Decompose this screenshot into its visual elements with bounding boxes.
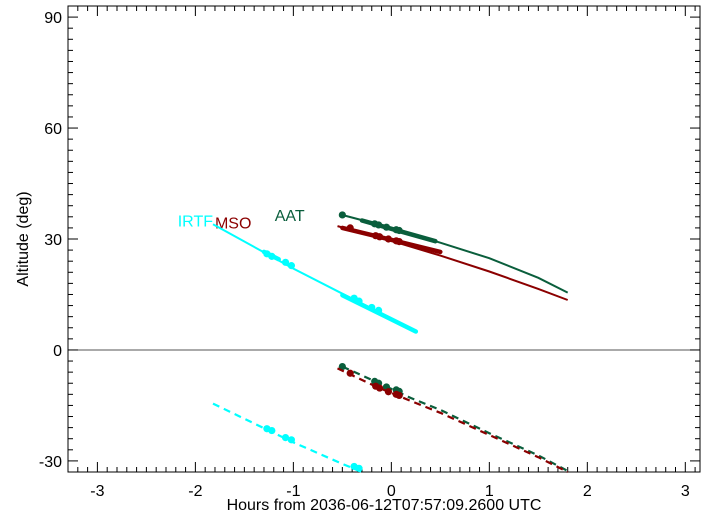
- x-tick-label: 3: [681, 483, 690, 500]
- series-label-mso: MSO: [215, 215, 251, 232]
- series-label-aat: AAT: [275, 208, 305, 225]
- dashed-data-point-irtf: [268, 426, 276, 435]
- data-point-irtf: [281, 258, 290, 266]
- data-point-mso: [384, 235, 393, 243]
- x-tick-label: 0: [387, 483, 396, 500]
- x-tick-label: -1: [286, 483, 300, 500]
- x-tick-label: 1: [485, 483, 494, 500]
- data-point-irtf: [355, 297, 363, 305]
- data-point-irtf: [268, 252, 276, 260]
- x-tick-label: -3: [90, 483, 104, 500]
- dashed-data-point-mso: [395, 391, 403, 400]
- series-irtf: IRTF: [178, 214, 419, 474]
- dashed-data-point-mso: [375, 384, 384, 392]
- data-point-mso: [346, 224, 354, 232]
- y-tick-label: 0: [53, 343, 62, 360]
- dashed-data-point-mso: [346, 369, 354, 377]
- series-mso: MSO: [215, 215, 569, 473]
- y-tick-label: -30: [39, 454, 62, 471]
- y-tick-label: 60: [44, 121, 62, 138]
- series-dashed-line-mso: [337, 367, 569, 473]
- x-tick-label: -2: [188, 483, 202, 500]
- x-tick-label: 2: [583, 483, 592, 500]
- dashed-data-point-irtf: [355, 464, 363, 472]
- data-point-irtf: [287, 262, 296, 270]
- x-axis-label: Hours from 2036-06-12T07:57:09.2600 UTC: [227, 497, 542, 514]
- y-axis-label: Altitude (deg): [15, 191, 32, 286]
- data-point-aat: [338, 211, 346, 219]
- data-point-mso: [395, 237, 403, 246]
- series-aat: AAT: [275, 208, 571, 473]
- series-label-irtf: IRTF: [178, 214, 213, 231]
- axis-ticks: -3 -2 -1 0 1 2 3 -30 0 30 60 90: [39, 6, 700, 500]
- y-tick-label: 30: [44, 232, 62, 249]
- dashed-data-point-irtf: [281, 434, 290, 442]
- data-point-aat: [382, 223, 391, 231]
- dashed-data-point-mso: [384, 388, 393, 396]
- data-point-aat: [375, 221, 383, 229]
- dashed-data-point-irtf: [287, 436, 296, 444]
- data-point-mso: [375, 233, 384, 241]
- data-point-irtf: [375, 306, 383, 314]
- data-point-aat: [395, 226, 403, 235]
- dashed-data-point-aat: [338, 362, 346, 371]
- y-tick-label: 90: [44, 10, 62, 27]
- data-point-irtf: [368, 303, 376, 312]
